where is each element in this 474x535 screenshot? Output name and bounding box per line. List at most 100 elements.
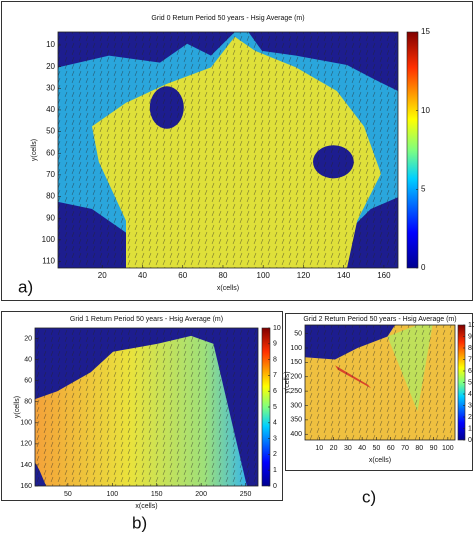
chart-title: Grid 0 Return Period 50 years - Hsig Ave… <box>151 15 304 22</box>
chart-title: Grid 2 Return Period 50 years - Hsig Ave… <box>303 316 456 323</box>
colorbar-tick-label: 8 <box>273 356 277 363</box>
plot-frame <box>304 324 456 441</box>
y-tick-label: 70 <box>46 170 55 179</box>
x-tick-label: 140 <box>337 271 351 280</box>
colorbar-tick-label: 15 <box>421 27 430 36</box>
y-tick-label: 60 <box>24 378 32 385</box>
y-tick-label: 100 <box>42 235 56 244</box>
y-tick-label: 50 <box>46 127 55 136</box>
x-tick-label: 250 <box>240 491 252 498</box>
colorbar-tick-label: 6 <box>273 388 277 395</box>
y-tick-label: 200 <box>290 374 302 381</box>
panel-label: c) <box>362 487 376 506</box>
y-tick-label: 350 <box>290 417 302 424</box>
x-tick-label: 70 <box>401 445 409 452</box>
colorbar-tick-label: 0 <box>273 483 277 490</box>
panel-frame <box>1 1 473 301</box>
x-axis-label: x(cells) <box>369 457 391 464</box>
y-axis-label: y(cells) <box>31 139 38 161</box>
colorbar-tick-label: 5 <box>273 404 277 411</box>
wave-direction-arrows <box>305 325 455 440</box>
x-tick-label: 80 <box>415 445 423 452</box>
colorbar-tick-label: 5 <box>468 379 472 386</box>
plot-frame <box>34 327 259 487</box>
colorbar-tick-label: 4 <box>468 391 472 398</box>
colorbar-tick-label: 6 <box>468 368 472 375</box>
y-tick-label: 30 <box>46 83 55 92</box>
x-tick-label: 100 <box>106 491 118 498</box>
plot-frame <box>57 31 399 269</box>
colorbar-tick-label: 1 <box>273 467 277 474</box>
x-tick-label: 80 <box>219 271 228 280</box>
x-tick-label: 90 <box>430 445 438 452</box>
panel-frame <box>285 313 473 471</box>
x-tick-label: 40 <box>358 445 366 452</box>
y-tick-label: 110 <box>42 257 55 266</box>
x-axis-label: x(cells) <box>135 503 157 510</box>
x-tick-label: 60 <box>178 271 187 280</box>
colorbar <box>406 31 419 269</box>
y-tick-label: 40 <box>46 105 55 114</box>
colorbar-tick-label: 8 <box>468 345 472 352</box>
x-tick-label: 60 <box>387 445 395 452</box>
colorbar-tick-label: 9 <box>273 341 277 348</box>
x-tick-label: 50 <box>64 491 72 498</box>
colorbar-tick-label: 7 <box>273 372 277 379</box>
y-tick-label: 50 <box>294 330 302 337</box>
x-tick-label: 20 <box>98 271 107 280</box>
y-axis-label: y(cells) <box>284 371 291 393</box>
x-tick-label: 120 <box>297 271 311 280</box>
panel-label: a) <box>18 277 33 296</box>
colorbar-tick-label: 10 <box>273 325 281 332</box>
y-tick-label: 100 <box>20 420 32 427</box>
colorbar-tick-label: 7 <box>468 356 472 363</box>
wave-direction-arrows <box>35 328 258 486</box>
panel-frame <box>1 311 283 501</box>
y-tick-label: 40 <box>24 356 32 363</box>
x-tick-label: 10 <box>315 445 323 452</box>
colorbar-tick-label: 0 <box>468 437 472 444</box>
colorbar-tick-label: 2 <box>273 451 277 458</box>
colorbar-tick-label: 4 <box>273 420 277 427</box>
x-tick-label: 30 <box>344 445 352 452</box>
y-tick-label: 80 <box>46 192 55 201</box>
x-tick-label: 20 <box>330 445 338 452</box>
y-tick-label: 400 <box>290 431 302 438</box>
y-tick-label: 20 <box>46 62 55 71</box>
x-tick-label: 100 <box>442 445 454 452</box>
y-tick-label: 100 <box>290 345 302 352</box>
colorbar-tick-label: 3 <box>468 402 472 409</box>
x-tick-label: 40 <box>138 271 147 280</box>
y-tick-label: 60 <box>46 148 55 157</box>
colorbar-tick-label: 0 <box>421 263 426 272</box>
x-tick-label: 50 <box>373 445 381 452</box>
y-tick-label: 10 <box>46 40 55 49</box>
chart-title: Grid 1 Return Period 50 years - Hsig Ave… <box>70 316 223 323</box>
y-axis-label: y(cells) <box>14 396 21 418</box>
colorbar-tick-label: 10 <box>468 322 474 329</box>
y-tick-label: 150 <box>290 359 302 366</box>
y-tick-label: 80 <box>24 399 32 406</box>
x-tick-label: 100 <box>257 271 271 280</box>
colorbar-tick-label: 2 <box>468 414 472 421</box>
panel-label: b) <box>132 513 147 532</box>
colorbar-tick-label: 9 <box>468 333 472 340</box>
colorbar-tick-label: 10 <box>421 106 430 115</box>
y-tick-label: 160 <box>20 483 32 490</box>
x-axis-label: x(cells) <box>217 285 239 292</box>
colorbar-tick-label: 1 <box>468 425 472 432</box>
y-tick-label: 90 <box>46 213 55 222</box>
y-tick-label: 140 <box>20 462 32 469</box>
colorbar-tick-label: 3 <box>273 435 277 442</box>
y-tick-label: 300 <box>290 402 302 409</box>
colorbar-tick-label: 5 <box>421 184 426 193</box>
wave-direction-arrows <box>58 32 398 268</box>
x-tick-label: 150 <box>151 491 163 498</box>
x-tick-label: 160 <box>377 271 391 280</box>
y-tick-label: 120 <box>20 441 32 448</box>
y-tick-label: 250 <box>290 388 302 395</box>
x-tick-label: 200 <box>195 491 207 498</box>
y-tick-label: 20 <box>24 335 32 342</box>
